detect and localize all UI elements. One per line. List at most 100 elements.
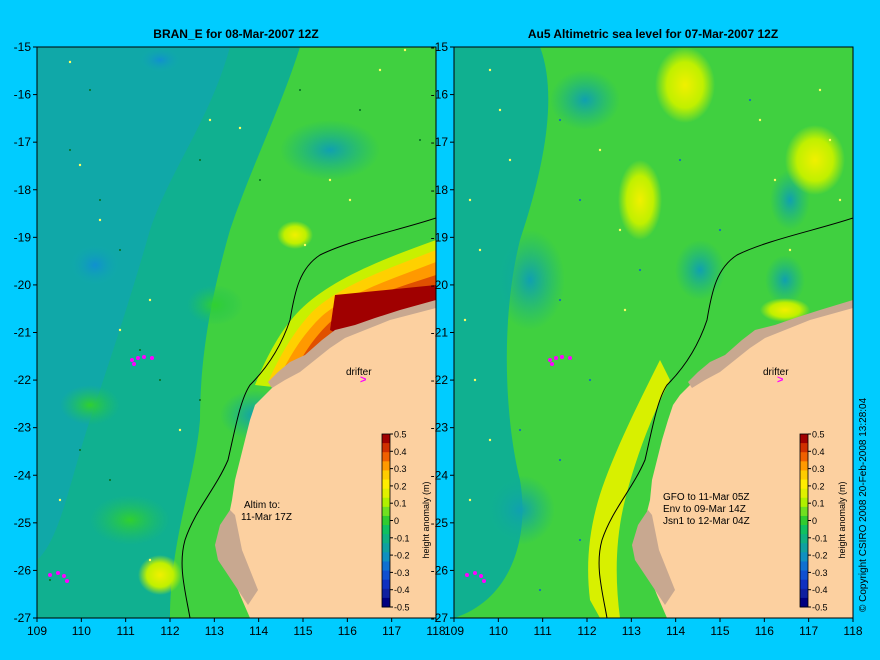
right-colorbar-label: height anomaly (m) (837, 481, 847, 558)
right-lon-tick-label: 117 (799, 624, 818, 638)
left-colorbar-tick-label: 0.4 (394, 447, 407, 457)
right-teal-eddy-3 (485, 475, 555, 545)
left-lat-tick-label: -19 (14, 230, 32, 244)
left-colorbar-tick-label: -0.3 (394, 568, 410, 578)
left-blue-eddy (65, 240, 125, 290)
right-colorbar-swatches (800, 434, 808, 608)
right-colorbar-tick-label: -0.2 (812, 551, 828, 561)
left-green-eddy-2 (187, 285, 243, 325)
left-colorbar-swatch (382, 506, 390, 517)
left-blue-eddy-north (135, 47, 185, 75)
left-shallow-coast (268, 300, 436, 388)
left-shallow-gulf (215, 510, 258, 605)
right-lat-tick-label: -25 (431, 516, 449, 530)
right-colorbar-swatch (800, 488, 808, 499)
right-lon-tick-label: 113 (622, 624, 641, 638)
left-colorbar-tick-label: 0.5 (394, 430, 407, 440)
right-teal-eddy-2 (550, 70, 620, 130)
right-lon-tick-label: 118 (843, 624, 862, 638)
right-colorbar-tick-label: 0.2 (812, 481, 825, 491)
right-drifter-arrow: > (777, 374, 783, 386)
left-lat-tick-label: -23 (14, 421, 32, 435)
left-green-eddy-3 (90, 495, 170, 545)
right-shelf-edge (598, 217, 853, 618)
left-colorbar-swatch (382, 470, 390, 481)
right-lat-tick-label: -27 (431, 611, 449, 625)
right-colorbar-tick-label: 0.5 (812, 430, 825, 440)
left-colorbar-tick-label: 0.2 (394, 481, 407, 491)
left-drifter-label: drifter (346, 367, 372, 378)
right-colorbar-swatch (800, 552, 808, 562)
left-colorbar-tick-label: -0.4 (394, 585, 410, 595)
right-yellow-eddy-2 (785, 125, 845, 195)
left-colorbar-swatch (382, 479, 390, 490)
right-yellow-eddy-4 (760, 298, 810, 322)
left-lat-tick-label: -18 (14, 183, 32, 197)
right-colorbar-swatch (800, 534, 808, 544)
left-lat-tick-label: -16 (14, 88, 32, 102)
copyright-text: © Copyright CSIRO 2008 20-Feb-2008 13:28… (858, 397, 869, 612)
right-annotation-line-1: GFO to 11-Mar 05Z (663, 492, 750, 503)
right-lon-tick-label: 112 (577, 624, 596, 638)
right-lat-tick-label: -15 (431, 40, 449, 54)
left-colorbar-swatches (382, 434, 390, 608)
left-colorbar-swatch (382, 534, 390, 544)
right-yellow-eddy-3 (618, 160, 662, 240)
left-colorbar-swatch (382, 515, 390, 526)
left-colorbar-swatch (382, 561, 390, 572)
left-lon-tick-label: 117 (382, 624, 401, 638)
left-colorbar-swatch (382, 434, 390, 444)
left-lon-tick-label: 116 (338, 624, 357, 638)
right-shallow-coast (688, 300, 853, 388)
left-teal-region (37, 47, 230, 560)
right-annotation-line-2: Env to 09-Mar 14Z (663, 504, 746, 515)
left-lat-tick-label: -21 (14, 326, 32, 340)
right-annotation-line-3: Jsn1 to 12-Mar 04Z (663, 516, 750, 527)
right-colorbar-swatch (800, 506, 808, 517)
right-lat-tick-label: -23 (431, 421, 449, 435)
right-colorbar-tick-label: -0.3 (812, 568, 828, 578)
left-colorbar-tick-label: -0.5 (394, 603, 410, 613)
left-lon-tick-label: 112 (160, 624, 179, 638)
left-annotation-line-2: 11-Mar 17Z (241, 512, 292, 523)
left-colorbar-swatch (382, 461, 390, 471)
left-lon-tick-label: 110 (72, 624, 91, 638)
right-colorbar-swatch (800, 470, 808, 481)
left-annotation-line-1: Altim to: (244, 500, 280, 511)
left-warm-core (330, 285, 436, 335)
right-colorbar-tick-label: 0 (812, 516, 817, 526)
left-green-eddy-1 (60, 385, 120, 425)
left-colorbar-tick-label: 0.3 (394, 464, 407, 474)
right-colorbar-tick-label: -0.1 (812, 533, 828, 543)
right-map (454, 47, 853, 618)
right-lon-tick-label: 110 (489, 624, 508, 638)
right-colorbar-swatch (800, 597, 808, 608)
left-lat-tick-label: -22 (14, 373, 32, 387)
left-colorbar-tick-label: -0.2 (394, 551, 410, 561)
left-yellow-eddy-1 (277, 221, 313, 249)
left-teal-eddy (280, 120, 380, 180)
right-colorbar-tick-label: 0.1 (812, 499, 825, 509)
left-lat-tick-label: -20 (14, 278, 32, 292)
left-colorbar-swatch (382, 588, 390, 599)
left-lat-tick-label: -17 (14, 135, 32, 149)
left-map (37, 47, 436, 618)
right-colorbar-swatch (800, 497, 808, 508)
left-lat-tick-label: -24 (14, 468, 32, 482)
left-colorbar-swatch (382, 488, 390, 499)
left-colorbar-swatch (382, 543, 390, 553)
right-axes: 109 110 111 112 113 114 115 116 117 118 -15 -16 -17 -… (431, 40, 863, 638)
right-colorbar-swatch (800, 579, 808, 590)
left-colorbar-tick-label: -0.1 (394, 533, 410, 543)
right-colorbar: 0.5 0.4 0.3 0.2 0.1 0 -0.1 -0.2 -0.3 -0.4 -0.5 hei… (799, 430, 847, 613)
left-drifter-arrow: > (360, 374, 366, 386)
right-lat-tick-label: -26 (431, 563, 449, 577)
right-drifter-label: drifter (763, 367, 789, 378)
left-colorbar-swatch (382, 452, 390, 462)
right-colorbar-swatch (800, 461, 808, 471)
left-lat-tick-label: -27 (14, 611, 32, 625)
right-teal-eddy-1 (495, 230, 565, 330)
right-teal-eddy-5 (675, 240, 725, 300)
right-colorbar-swatch (800, 452, 808, 462)
